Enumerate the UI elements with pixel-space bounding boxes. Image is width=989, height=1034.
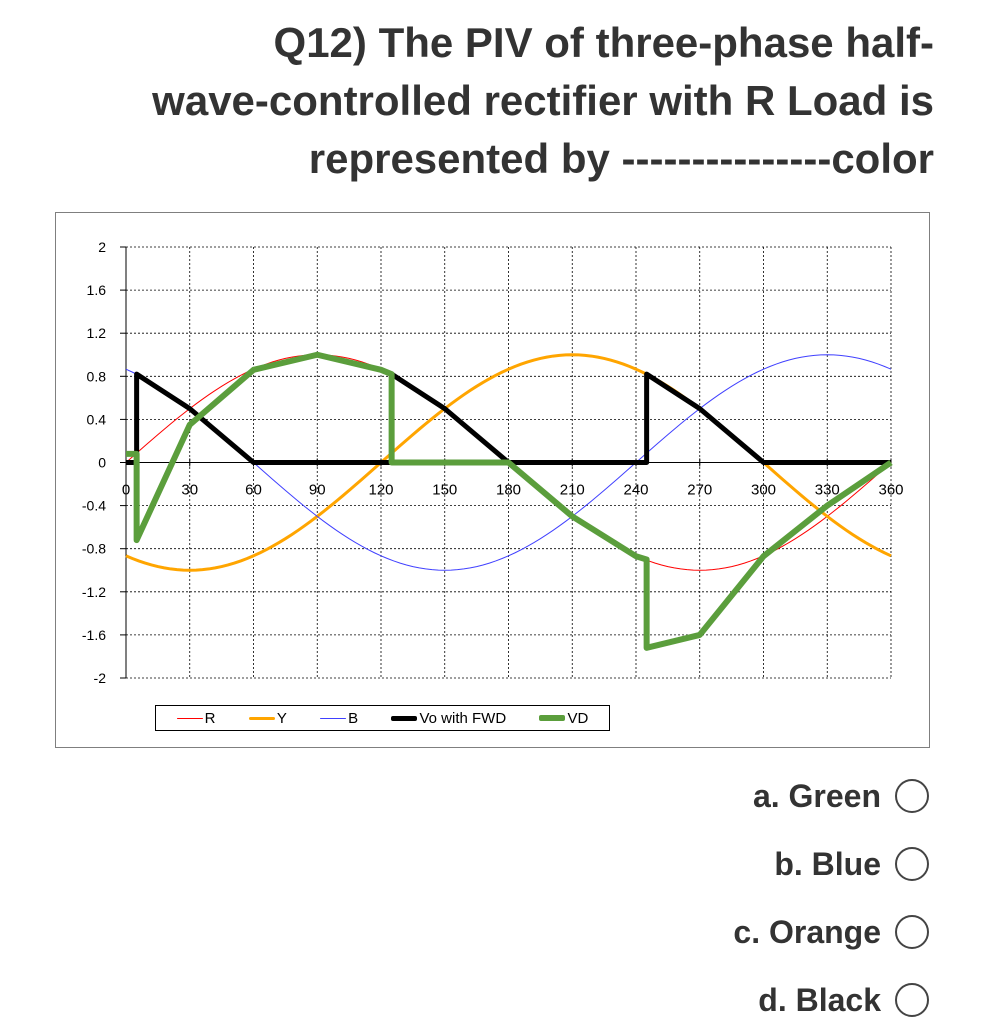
x-tick-label: 180	[496, 482, 521, 499]
y-tick-label: 1.2	[87, 325, 107, 341]
x-tick-label: 60	[245, 482, 262, 499]
legend-label: B	[348, 709, 359, 727]
y-tick-label: -0.4	[82, 498, 106, 514]
line-chart: 2 1.6 1.2 0.8 0.4 0 -0.4 -0.8 -1.2 -1.6 -2 0 30 60 90 1…	[82, 239, 904, 686]
y-tick-label: 0.8	[87, 368, 107, 384]
x-tick-label: 150	[432, 482, 457, 499]
y-tick-label: 2	[98, 239, 106, 255]
option-c-label: c. Orange	[733, 913, 881, 950]
option-a[interactable]: a. Green	[529, 762, 929, 830]
series-line-vd	[126, 351, 893, 651]
x-tick-label: 30	[181, 482, 198, 499]
legend-item: Y	[248, 709, 287, 727]
option-d-label: d. Black	[758, 981, 881, 1018]
radio-circle-icon[interactable]	[895, 983, 929, 1017]
x-tick-label: 90	[309, 482, 326, 499]
x-tick-label: 210	[560, 482, 585, 499]
y-tick-label: -2	[94, 670, 107, 686]
x-tick-label: 360	[878, 482, 903, 499]
y-tick-label: 1.6	[87, 282, 107, 298]
radio-circle-icon[interactable]	[895, 847, 929, 881]
x-tick-label: 240	[623, 482, 648, 499]
answer-options: a. Green b. Blue c. Orange d. Black	[529, 762, 929, 1034]
option-b-label: b. Blue	[774, 845, 881, 882]
y-tick-label: -0.8	[82, 541, 106, 557]
question-line-1: Q12) The PIV of three-phase half-	[273, 19, 934, 66]
question-line-2: wave-controlled rectifier with R Load is	[152, 77, 934, 124]
radio-circle-icon[interactable]	[895, 779, 929, 813]
legend-item: VD	[539, 710, 588, 727]
legend-swatch	[248, 716, 275, 720]
x-tick-label: 0	[122, 482, 130, 499]
x-tick-label: 300	[751, 482, 776, 499]
legend-label: VD	[567, 709, 589, 727]
y-tick-label: -1.6	[82, 627, 106, 643]
x-tick-label: 330	[815, 482, 840, 499]
option-a-label: a. Green	[752, 777, 881, 814]
legend-item: Vo with FWD	[391, 710, 506, 727]
option-c[interactable]: c. Orange	[529, 898, 929, 966]
chart-area: 2 1.6 1.2 0.8 0.4 0 -0.4 -0.8 -1.2 -1.6 -2 0 30 60 90 1…	[55, 212, 930, 748]
series-line-vo-with-fwd	[126, 371, 891, 465]
y-tick-label: 0.4	[87, 411, 107, 427]
legend-label: Y	[276, 709, 287, 727]
legend-swatch	[539, 715, 566, 721]
legend-swatch	[176, 717, 203, 719]
y-tick-label: -1.2	[82, 584, 106, 600]
question-line-3: represented by ---------------color	[308, 135, 934, 182]
option-d[interactable]: d. Black	[529, 966, 929, 1034]
legend-swatch	[391, 715, 418, 721]
option-b[interactable]: b. Blue	[529, 830, 929, 898]
legend-item: B	[320, 710, 358, 727]
x-tick-label: 120	[368, 482, 393, 499]
y-tick-label: 0	[98, 455, 106, 471]
legend-item: R	[176, 709, 216, 727]
radio-circle-icon[interactable]	[895, 915, 929, 949]
chart-legend: R Y B Vo with FWD VD	[155, 705, 610, 731]
x-tick-label: 270	[687, 482, 712, 499]
legend-label: R	[204, 709, 216, 727]
legend-label: Vo with FWD	[419, 709, 507, 727]
legend-swatch	[320, 717, 347, 719]
question-title: Q12) The PIV of three-phase half- wave-c…	[40, 14, 934, 188]
